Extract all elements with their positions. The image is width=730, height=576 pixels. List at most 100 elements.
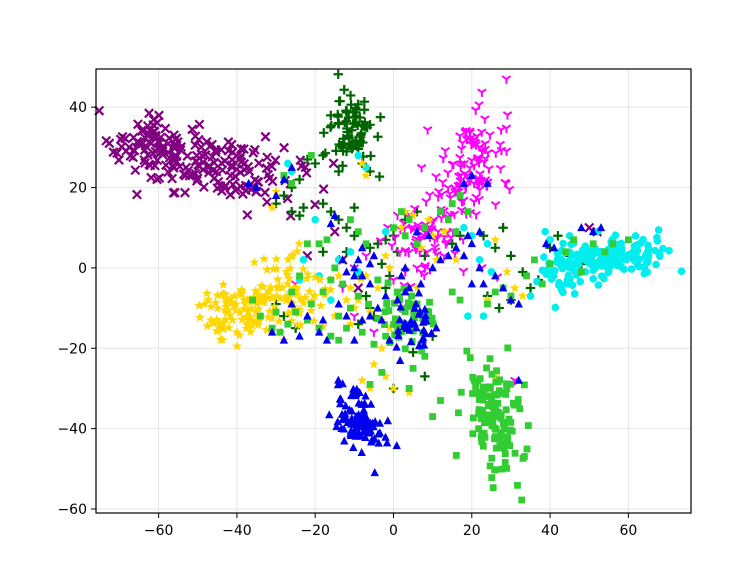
data-point: [267, 176, 278, 187]
data-point: [546, 235, 554, 244]
data-point: [375, 236, 386, 246]
data-point: [368, 359, 379, 369]
data-point: [470, 376, 478, 384]
data-point: [349, 312, 360, 321]
data-point: [210, 297, 221, 307]
data-point: [247, 320, 258, 331]
data-point: [339, 280, 347, 288]
data-point: [365, 300, 372, 308]
data-point: [380, 371, 391, 381]
data-point: [388, 276, 399, 285]
data-point: [373, 132, 383, 142]
data-point: [263, 312, 274, 322]
data-point: [315, 240, 323, 248]
data-point: [314, 327, 324, 336]
data-point: [408, 210, 419, 220]
data-point: [239, 303, 249, 314]
data-point: [191, 175, 202, 186]
data-point: [424, 231, 433, 240]
data-point: [242, 209, 253, 220]
data-point: [334, 119, 344, 129]
data-point: [381, 321, 388, 328]
data-point: [235, 307, 245, 317]
data-point: [390, 233, 400, 243]
data-point: [410, 311, 418, 318]
data-point: [235, 289, 246, 299]
data-point: [383, 416, 392, 425]
data-point: [418, 347, 426, 355]
data-point: [124, 142, 135, 153]
data-point: [307, 300, 315, 308]
data-point: [361, 170, 372, 180]
data-point: [428, 314, 436, 322]
data-point: [456, 192, 464, 199]
data-point: [234, 330, 245, 340]
data-point: [611, 231, 620, 239]
data-point: [287, 162, 296, 171]
data-point: [211, 314, 222, 325]
data-point: [402, 323, 412, 332]
data-point: [303, 311, 312, 320]
data-point: [203, 294, 214, 305]
data-point: [496, 436, 504, 444]
data-point: [443, 169, 453, 178]
data-point: [326, 120, 337, 131]
data-point: [480, 139, 491, 149]
data-point: [330, 211, 339, 220]
data-point: [480, 115, 490, 124]
data-point: [306, 305, 317, 315]
data-point: [577, 268, 585, 276]
data-point: [622, 254, 631, 263]
data-point: [137, 138, 148, 149]
data-point: [287, 251, 297, 261]
data-point: [329, 310, 340, 321]
data-point: [498, 465, 506, 473]
data-point: [374, 171, 385, 182]
data-point: [514, 375, 523, 384]
data-point: [383, 299, 391, 307]
data-point: [340, 409, 350, 418]
data-point: [609, 240, 617, 248]
data-point: [223, 145, 234, 156]
data-point: [302, 269, 313, 279]
data-point: [564, 279, 573, 288]
data-point: [391, 315, 399, 323]
data-point: [479, 158, 489, 167]
data-point: [443, 183, 453, 193]
data-point: [353, 283, 364, 293]
data-point: [409, 364, 417, 372]
data-point: [262, 152, 273, 163]
data-point: [323, 236, 331, 244]
data-point: [475, 227, 484, 236]
data-point: [267, 202, 278, 212]
data-point: [469, 390, 476, 397]
data-point: [393, 326, 403, 335]
data-point: [452, 228, 460, 236]
data-point: [432, 323, 441, 332]
data-point: [342, 311, 351, 320]
data-point: [444, 216, 452, 224]
data-point: [248, 147, 259, 158]
data-point: [381, 227, 390, 236]
y-tick-label: 20: [69, 181, 87, 197]
data-point: [333, 270, 344, 281]
data-point: [347, 216, 354, 224]
data-point: [526, 292, 535, 300]
data-point: [365, 259, 375, 268]
x-tick-label: −40: [222, 523, 252, 539]
data-point: [216, 186, 227, 196]
data-point: [474, 143, 485, 152]
data-point: [457, 388, 465, 396]
data-point: [320, 283, 331, 294]
data-point: [665, 246, 673, 255]
data-point: [139, 144, 150, 155]
data-point: [343, 324, 350, 332]
data-point: [194, 119, 205, 130]
data-point: [262, 264, 273, 275]
data-point: [464, 312, 472, 320]
data-point: [152, 155, 163, 166]
data-point: [514, 481, 521, 489]
data-point: [333, 417, 342, 426]
data-point: [349, 202, 360, 213]
data-point: [346, 140, 357, 151]
